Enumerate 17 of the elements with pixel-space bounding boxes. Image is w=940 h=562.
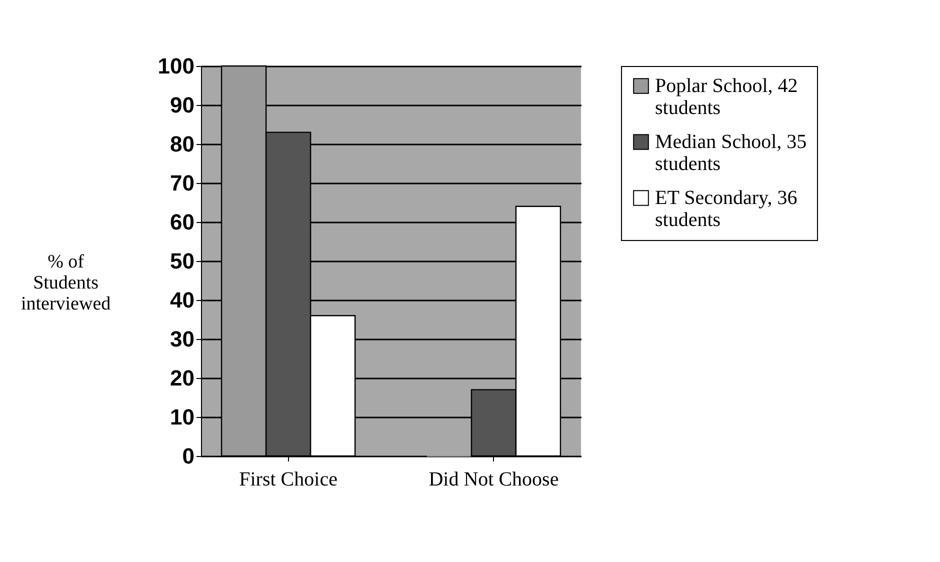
y-tick-label: 10 xyxy=(170,404,194,430)
y-tick-label: 40 xyxy=(170,288,194,312)
x-tick-label: First Choice xyxy=(239,468,338,490)
y-tick-label: 0 xyxy=(182,444,194,468)
y-tick-label: 80 xyxy=(170,132,194,156)
y-axis-title: % of Students interviewed xyxy=(20,252,112,314)
y-tick-label: 30 xyxy=(170,326,194,352)
y-tick-label: 20 xyxy=(170,366,194,390)
legend-label: Median School, 35 students xyxy=(655,131,807,175)
x-tick-label: Did Not Choose xyxy=(428,468,559,490)
legend-label: Poplar School, 42 students xyxy=(655,75,798,119)
y-tick-label: 100 xyxy=(158,54,194,78)
y-tick-label: 50 xyxy=(170,248,194,274)
y-tick-label: 70 xyxy=(170,170,194,196)
y-tick-label: 90 xyxy=(170,92,194,118)
legend-label: ET Secondary, 36 students xyxy=(655,187,798,231)
y-tick-label: 60 xyxy=(170,210,194,234)
